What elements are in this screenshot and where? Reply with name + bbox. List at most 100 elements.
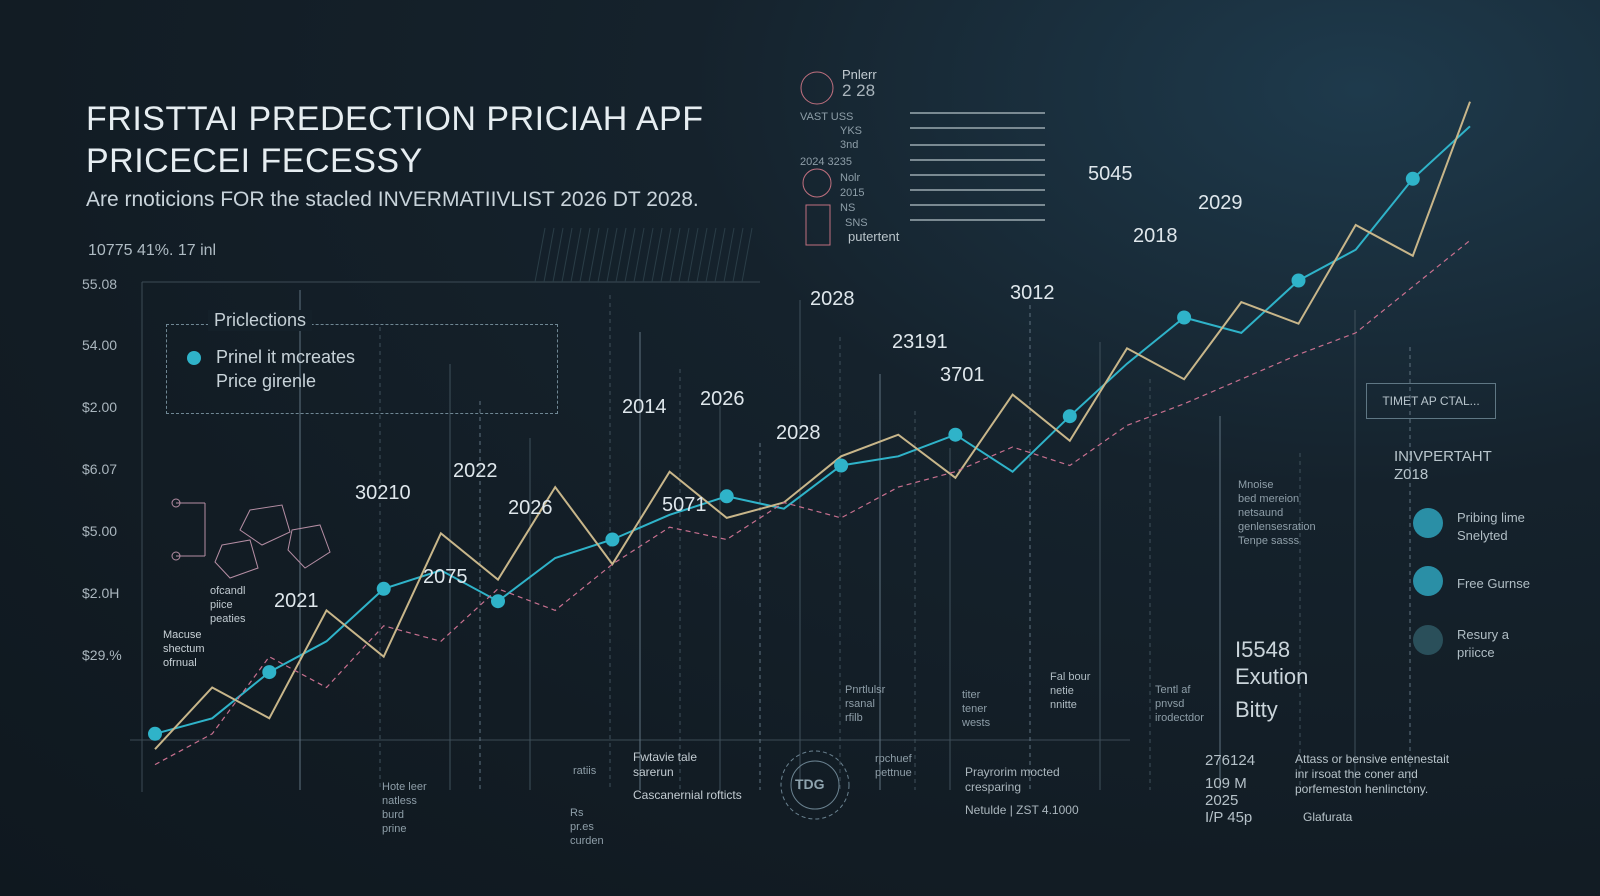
summary-line-2: Exution [1235, 664, 1309, 689]
annotation-line: Pnrtlulsr [845, 684, 886, 696]
sidebar-dot-2 [1413, 566, 1443, 596]
annotation-line: nnitte [1050, 699, 1077, 711]
data-point[interactable] [605, 532, 620, 547]
legend-title: Priclections [208, 310, 313, 331]
hatch-line [588, 227, 600, 283]
annotation-low-5: Fal bour netie nnitte [1050, 670, 1090, 712]
legend-dot [187, 351, 201, 365]
bottom-mid-line: rpchuef [875, 753, 912, 765]
annotation-low-2: Rs pr.es curden [570, 806, 604, 848]
bottom-mid-line: pettnue [875, 767, 912, 779]
hatch-line [705, 227, 717, 283]
year-label: 2026 [700, 388, 745, 410]
annotation-low-3: Pnrtlulsr rsanal rfilb [845, 683, 885, 725]
bottom-note-line: Attass or bensive entenestait [1295, 752, 1450, 766]
annotation-line: Macuse [163, 629, 202, 641]
legend-item-line-2: Price girenle [216, 371, 317, 391]
hatch-line [615, 227, 627, 283]
data-point[interactable] [1405, 171, 1420, 186]
sidebar-title-line-2: Z018 [1394, 466, 1429, 483]
data-point[interactable] [1177, 310, 1192, 325]
sidebar-item-1: Pribing lime Snelyted [1457, 509, 1525, 545]
hatch-pattern [534, 227, 753, 283]
bottom-note-tag: Glafurata [1303, 810, 1353, 824]
top-legend-lines [910, 112, 1045, 221]
annotation-line: Rs [570, 807, 584, 819]
sidebar-item-line: priicce [1457, 645, 1495, 660]
annotation-line: bed mereion [1238, 493, 1300, 505]
hatch-line [642, 227, 654, 283]
hatch-line [552, 227, 564, 283]
bottom-note-line: inr irsoat the coner and [1295, 767, 1418, 781]
hatch-line [669, 227, 681, 283]
annotation-low-4: titer tener wests [962, 688, 990, 730]
top-legend-row3: 3nd [840, 139, 859, 151]
annotation-line: pr.es [570, 821, 594, 833]
year-label: 2022 [453, 460, 498, 482]
y-tick-label: $6.07 [82, 461, 118, 477]
annotation-line: netsaund [1238, 507, 1284, 519]
network-icon [171, 498, 331, 579]
top-legend-row2: YKS [840, 125, 863, 137]
year-label: 5045 [1088, 163, 1133, 185]
hatch-line [597, 227, 609, 283]
hatch-line [534, 227, 546, 283]
data-point[interactable] [491, 594, 505, 609]
timeframe-button[interactable]: TIMET AP CTAL... [1366, 383, 1496, 419]
bottom-center-line: cresparing [965, 780, 1022, 794]
sidebar-item-line: Resury a [1457, 627, 1510, 642]
bottom-center: Prayrorim mocted cresparing Netulde | ZS… [965, 765, 1079, 818]
bottom-figure: I/P 45p [1205, 809, 1253, 826]
year-label: 2029 [1198, 192, 1243, 214]
hatch-line [687, 227, 699, 283]
top-legend-icons [800, 71, 834, 246]
top-legend-row1: VAST USS [800, 111, 854, 123]
subtitle: Are rnoticions FOR the stacled INVERMATI… [86, 188, 699, 211]
series-line [154, 125, 1471, 735]
hatch-line [633, 227, 645, 283]
annotation-line: Fal bour [1050, 671, 1091, 683]
legend-item-line-1: Prinel it mcreates [216, 347, 356, 367]
annotation-line: rfilb [845, 712, 863, 724]
data-point[interactable] [1291, 273, 1306, 288]
data-point[interactable] [1062, 409, 1077, 424]
year-label: 2021 [274, 590, 319, 612]
sidebar-title: INIVPERTAHT Z018 [1394, 448, 1492, 484]
bottom-legend-line: Fwtavie tale [633, 750, 698, 764]
data-point[interactable] [148, 726, 162, 741]
data-point[interactable] [948, 427, 963, 442]
page-title: FRISTTAI PREDECTION PRICIAH APF PRICECEI… [86, 98, 786, 182]
bottom-ratios: ratiis [573, 765, 597, 777]
top-legend-label1: Pnlerr [842, 67, 877, 82]
annotation-low-6: Tentl af pnvsd irodectdor [1155, 683, 1204, 725]
title-line-2: PRICECEI FECESSY [86, 142, 423, 180]
sidebar-item-3: Resury a priicce [1457, 626, 1509, 662]
hatch-line [561, 227, 573, 283]
year-label: 2028 [810, 288, 855, 310]
sidebar-item-line: Pribing lime [1457, 510, 1525, 525]
annotation-line: prine [382, 823, 407, 835]
hatch-line [543, 227, 555, 283]
hatch-line [651, 227, 663, 283]
hatch-line [732, 227, 744, 283]
legend-item: Prinel it mcreates Price girenle [216, 345, 355, 393]
year-label: 30210 [355, 482, 411, 504]
annotation-left-block: Macuse shectum ofrnual [163, 628, 205, 670]
bottom-note-line: porfemeston henlinctony. [1295, 782, 1429, 796]
hatch-line [660, 227, 672, 283]
hatch-line [606, 227, 618, 283]
data-point[interactable] [376, 581, 391, 596]
top-legend-row4: 2024 3235 [800, 156, 852, 168]
top-legend-footer: putertent [848, 229, 900, 244]
data-point[interactable] [262, 665, 277, 680]
annotation-line: rsanal [845, 698, 875, 710]
bottom-figure: 2025 [1205, 792, 1239, 809]
data-point[interactable] [719, 489, 734, 504]
emblem-label: TDG [795, 776, 825, 792]
bottom-mid: rpchuef pettnue [875, 752, 912, 780]
year-label: 2018 [1133, 225, 1178, 247]
data-point[interactable] [834, 458, 849, 473]
hatch-line [714, 227, 726, 283]
y-tick-label: 54.00 [82, 337, 118, 353]
annotation-left-mid: ofcandl piice peaties [210, 584, 245, 626]
